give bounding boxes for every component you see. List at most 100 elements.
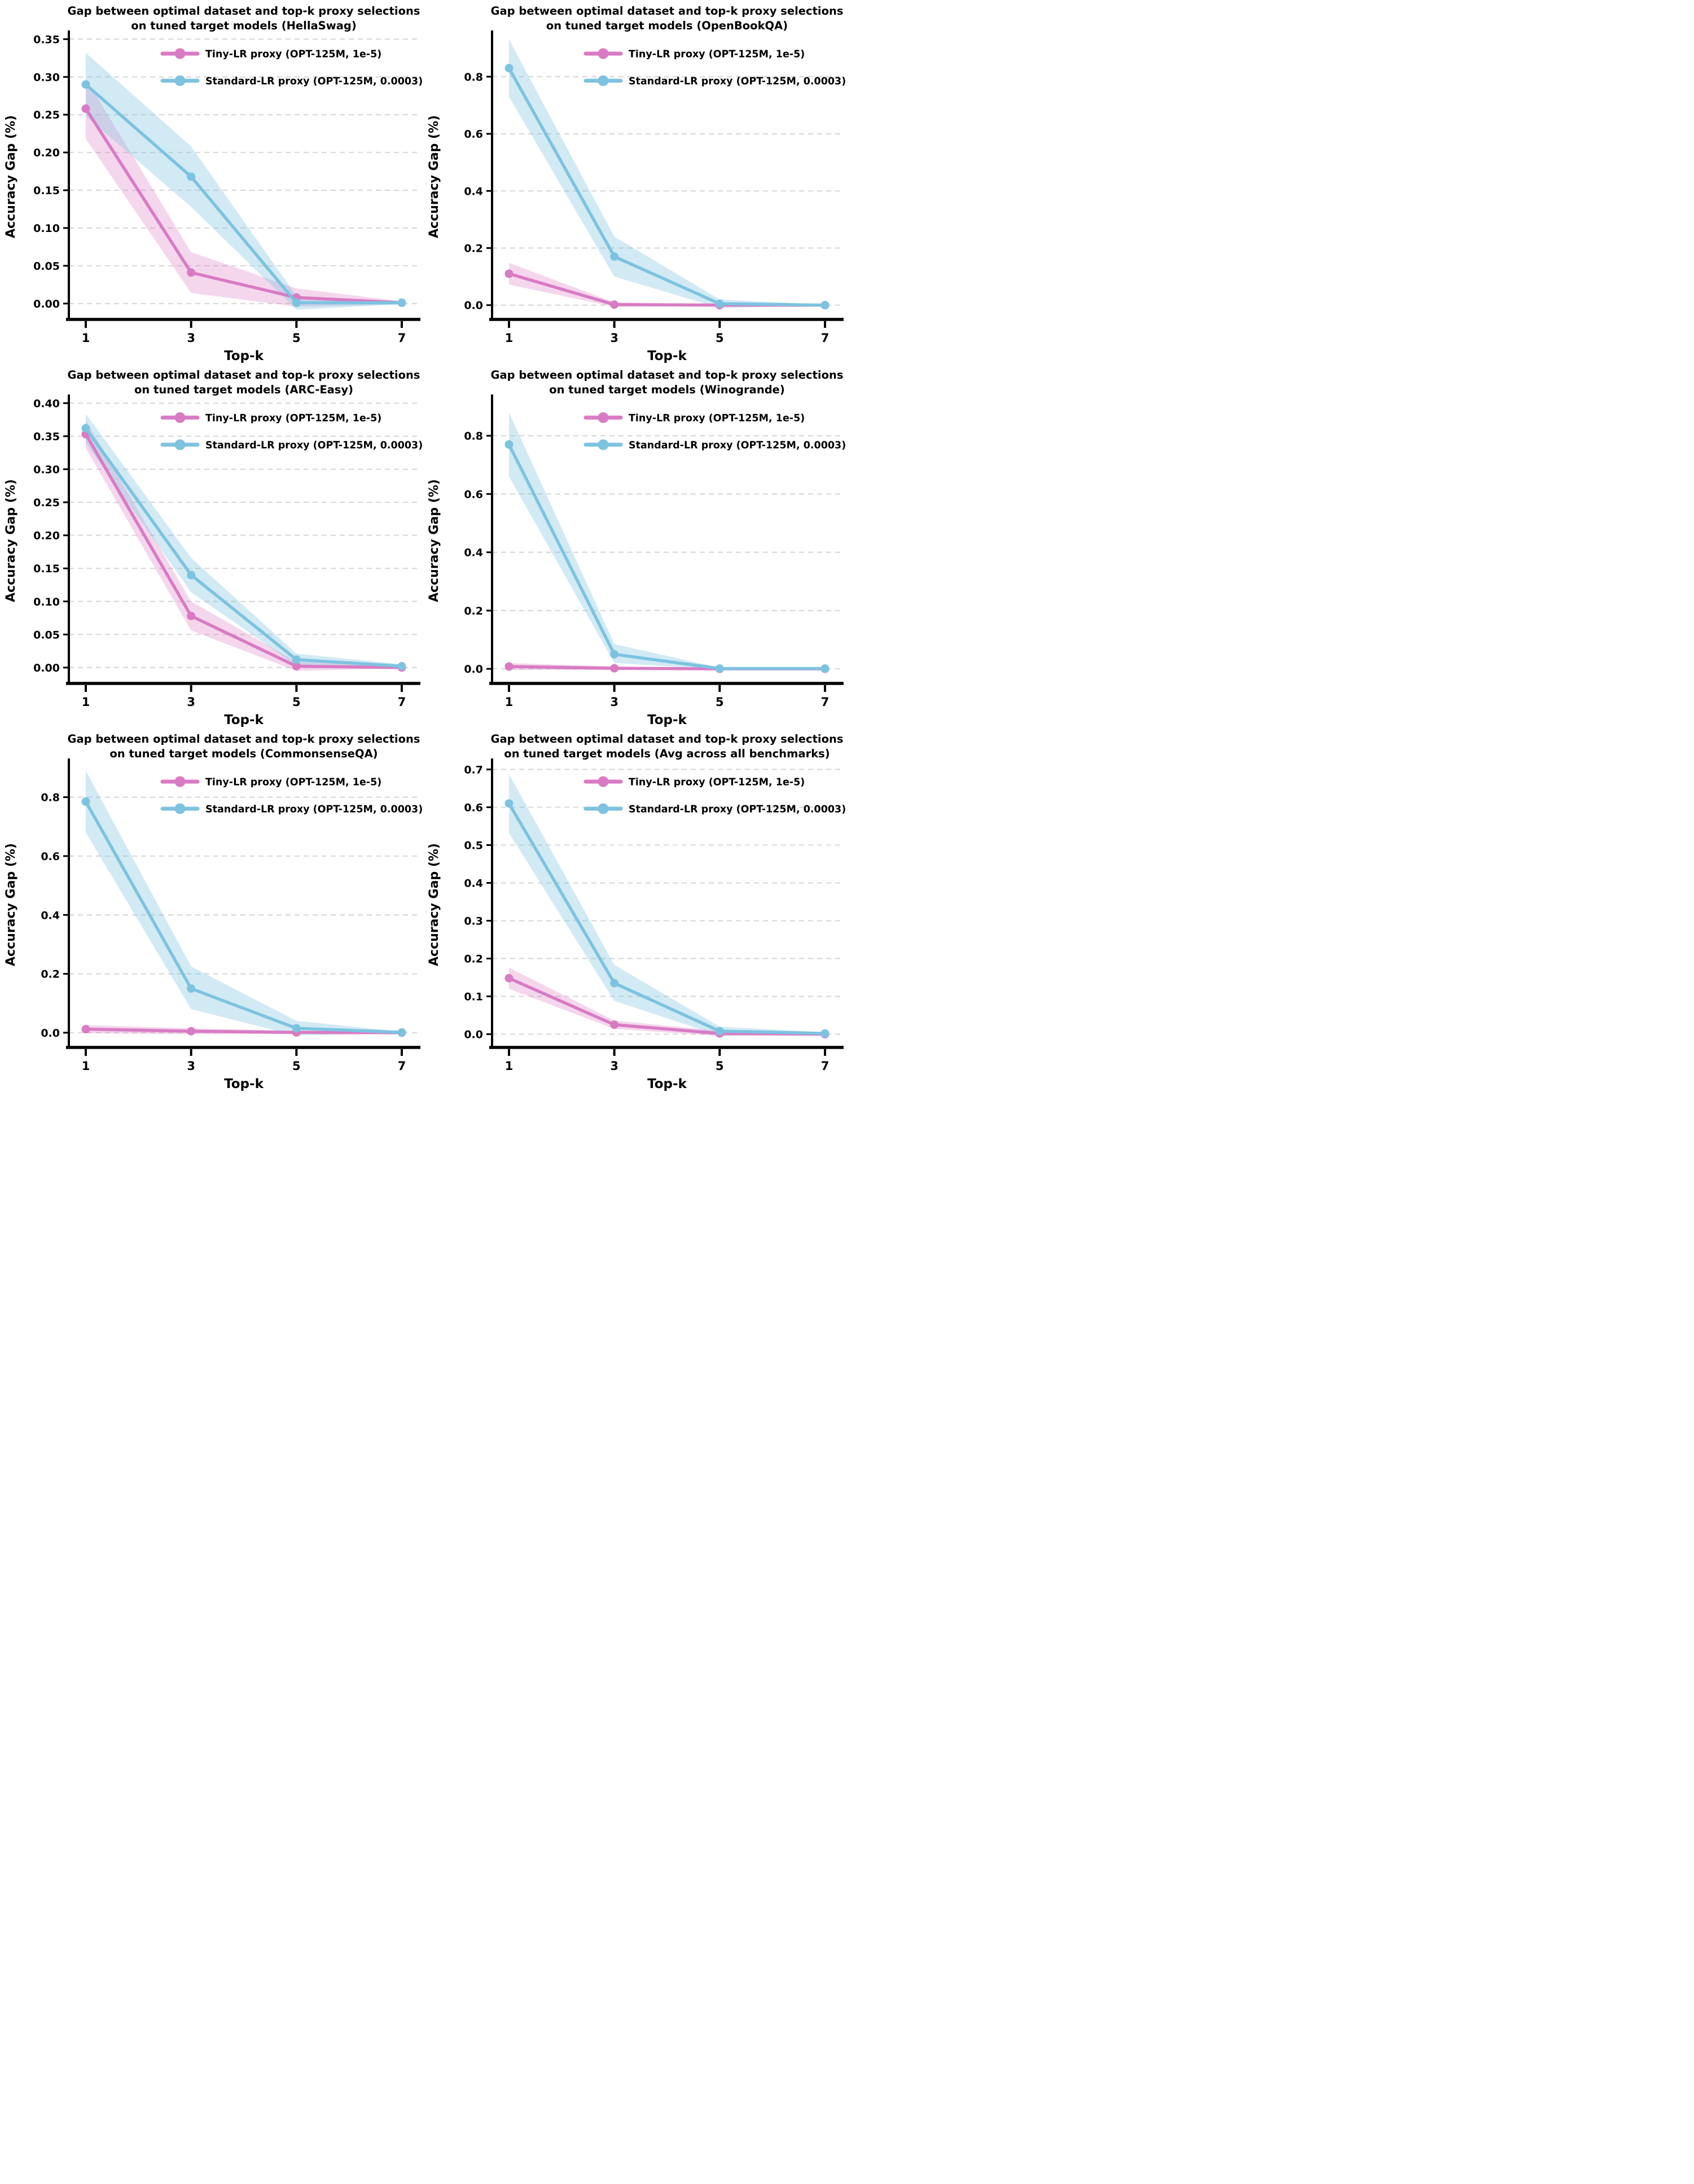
series-line-tiny-lr bbox=[84, 432, 403, 669]
series-band-standard-lr bbox=[86, 770, 402, 1036]
y-tick-label: 0.0 bbox=[41, 1027, 60, 1040]
x-tick-label: 1 bbox=[505, 331, 514, 345]
y-tick-label: 0.2 bbox=[464, 953, 483, 966]
x-axis-label: Top-k bbox=[647, 713, 687, 727]
chart-title-line1: Gap between optimal dataset and top-k pr… bbox=[68, 5, 420, 17]
x-tick-label: 7 bbox=[398, 695, 406, 709]
x-tick-label: 7 bbox=[398, 331, 406, 345]
data-point bbox=[610, 979, 619, 988]
series-band-standard-lr bbox=[86, 414, 402, 669]
y-tick-label: 0.5 bbox=[464, 839, 483, 852]
legend-label: Tiny-LR proxy (OPT-125M, 1e-5) bbox=[205, 49, 381, 60]
y-tick-label: 0.0 bbox=[464, 1029, 483, 1041]
y-tick-label: 0.8 bbox=[464, 71, 483, 84]
x-tick-label: 1 bbox=[82, 695, 90, 709]
chart-panel-winogrande: Gap between optimal dataset and top-k pr… bbox=[423, 364, 846, 728]
legend-marker bbox=[598, 803, 609, 814]
data-point bbox=[820, 301, 830, 310]
x-tick-label: 1 bbox=[82, 331, 90, 345]
charts-grid: Gap between optimal dataset and top-k pr… bbox=[0, 0, 847, 1092]
x-axis-label: Top-k bbox=[224, 713, 264, 727]
chart-title-line1: Gap between optimal dataset and top-k pr… bbox=[491, 5, 844, 17]
x-tick-label: 3 bbox=[610, 1059, 618, 1073]
x-tick-label: 7 bbox=[821, 695, 830, 709]
data-point bbox=[504, 269, 514, 278]
chart-arc-easy: Gap between optimal dataset and top-k pr… bbox=[4, 369, 423, 727]
legend-label: Standard-LR proxy (OPT-125M, 0.0003) bbox=[629, 76, 846, 87]
x-tick-label: 5 bbox=[716, 1059, 724, 1073]
y-tick-label: 0.4 bbox=[464, 547, 483, 559]
y-tick-label: 0.4 bbox=[464, 185, 483, 198]
data-point bbox=[715, 299, 724, 308]
legend-marker bbox=[598, 48, 609, 59]
chart-title-line2: on tuned target models (HellaSwag) bbox=[131, 19, 357, 32]
chart-openbookqa: Gap between optimal dataset and top-k pr… bbox=[427, 5, 846, 363]
series-line-standard-lr bbox=[84, 82, 403, 305]
chart-title-line2: on tuned target models (Winogrande) bbox=[549, 383, 785, 396]
x-tick-label: 1 bbox=[82, 1059, 90, 1073]
series-band-standard-lr bbox=[86, 52, 402, 310]
data-point bbox=[187, 571, 196, 580]
x-tick-label: 7 bbox=[398, 1059, 406, 1073]
legend-label: Standard-LR proxy (OPT-125M, 0.0003) bbox=[205, 76, 423, 87]
chart-panel-avg-benchmarks: Gap between optimal dataset and top-k pr… bbox=[423, 728, 846, 1092]
y-tick-label: 0.4 bbox=[41, 909, 60, 922]
data-point bbox=[610, 650, 619, 659]
x-tick-label: 3 bbox=[610, 331, 618, 345]
data-point bbox=[610, 1020, 619, 1029]
y-tick-label: 0.15 bbox=[33, 185, 60, 197]
legend-label: Tiny-LR proxy (OPT-125M, 1e-5) bbox=[629, 49, 805, 60]
y-axis-label: Accuracy Gap (%) bbox=[4, 115, 18, 238]
y-tick-label: 0.2 bbox=[41, 968, 60, 981]
y-tick-label: 0.6 bbox=[464, 801, 483, 814]
y-tick-label: 0.20 bbox=[33, 147, 60, 159]
y-tick-label: 0.2 bbox=[464, 243, 483, 255]
legend-marker bbox=[174, 803, 186, 814]
series-line-standard-lr bbox=[84, 427, 403, 668]
y-tick-label: 0.0 bbox=[464, 300, 483, 312]
chart-hellaswag: Gap between optimal dataset and top-k pr… bbox=[4, 5, 423, 363]
data-point bbox=[820, 1029, 830, 1038]
data-point bbox=[610, 252, 619, 261]
data-point bbox=[81, 80, 90, 89]
x-tick-label: 5 bbox=[716, 331, 724, 345]
data-point bbox=[820, 664, 830, 673]
data-point bbox=[187, 1027, 196, 1036]
chart-panel-openbookqa: Gap between optimal dataset and top-k pr… bbox=[423, 0, 846, 364]
x-tick-label: 1 bbox=[505, 695, 514, 709]
y-tick-label: 0.35 bbox=[33, 431, 60, 443]
legend-marker bbox=[174, 776, 186, 787]
data-point bbox=[292, 662, 301, 671]
legend-marker bbox=[174, 48, 186, 59]
y-axis-label: Accuracy Gap (%) bbox=[4, 479, 18, 602]
data-point bbox=[504, 64, 514, 73]
data-point bbox=[715, 1027, 724, 1036]
legend-label: Tiny-LR proxy (OPT-125M, 1e-5) bbox=[629, 777, 805, 788]
y-tick-label: 0.10 bbox=[33, 222, 60, 235]
legend-marker bbox=[598, 439, 609, 450]
series-line-standard-lr bbox=[84, 800, 403, 1034]
legend-label: Standard-LR proxy (OPT-125M, 0.0003) bbox=[205, 440, 423, 451]
x-tick-label: 5 bbox=[292, 331, 301, 345]
data-point bbox=[504, 662, 514, 671]
y-axis-label: Accuracy Gap (%) bbox=[427, 479, 441, 602]
y-tick-label: 0.6 bbox=[41, 850, 60, 863]
chart-title-line1: Gap between optimal dataset and top-k pr… bbox=[68, 369, 420, 381]
series-line-standard-lr bbox=[507, 66, 827, 307]
y-tick-label: 0.8 bbox=[464, 430, 483, 442]
y-tick-label: 0.25 bbox=[33, 109, 60, 121]
y-tick-label: 0.40 bbox=[33, 397, 60, 410]
series-band-tiny-lr bbox=[86, 420, 402, 671]
series-line-standard-lr bbox=[507, 442, 827, 670]
y-tick-label: 0.00 bbox=[33, 662, 60, 674]
x-tick-label: 7 bbox=[821, 1059, 830, 1073]
y-tick-label: 0.6 bbox=[464, 128, 483, 141]
y-tick-label: 0.35 bbox=[33, 33, 60, 46]
chart-avg-benchmarks: Gap between optimal dataset and top-k pr… bbox=[427, 733, 846, 1091]
data-point bbox=[397, 299, 406, 308]
chart-title-line2: on tuned target models (OpenBookQA) bbox=[546, 19, 788, 32]
legend-marker bbox=[174, 75, 186, 86]
data-point bbox=[292, 299, 301, 308]
chart-commonsenseqa: Gap between optimal dataset and top-k pr… bbox=[4, 733, 423, 1091]
chart-title-line1: Gap between optimal dataset and top-k pr… bbox=[491, 369, 844, 381]
